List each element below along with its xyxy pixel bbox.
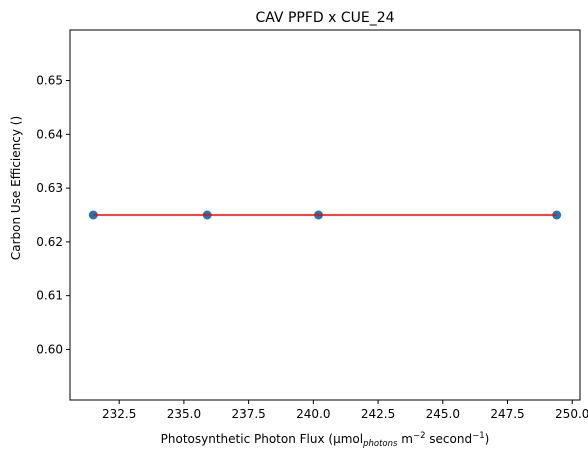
y-tick-label: 0.61 bbox=[36, 289, 63, 303]
x-tick-label: 242.5 bbox=[361, 407, 395, 421]
x-tick-label: 240.0 bbox=[296, 407, 330, 421]
chart-title: CAV PPFD x CUE_24 bbox=[255, 10, 394, 26]
x-tick-label: 245.0 bbox=[426, 407, 460, 421]
y-tick-label: 0.65 bbox=[36, 74, 63, 88]
plot-area: 232.5 235.0 237.5 240.0 242.5 245.0 247.5 250.0… bbox=[36, 29, 588, 421]
y-tick-label: 0.60 bbox=[36, 342, 63, 356]
y-tick-label: 0.62 bbox=[36, 235, 63, 249]
y-axis-label: Carbon Use Efficiency () bbox=[9, 116, 23, 260]
x-tick-label: 247.5 bbox=[490, 407, 524, 421]
y-tick-label: 0.63 bbox=[36, 181, 63, 195]
x-tick-label: 235.0 bbox=[167, 407, 201, 421]
x-tick-label: 237.5 bbox=[231, 407, 265, 421]
axes-frame bbox=[69, 29, 581, 401]
x-tick-label: 232.5 bbox=[102, 407, 136, 421]
x-axis-label: Photosynthetic Photon Flux (µmolphotons … bbox=[161, 431, 490, 449]
y-tick-label: 0.64 bbox=[36, 127, 63, 141]
x-tick-label: 250.0 bbox=[555, 407, 588, 421]
